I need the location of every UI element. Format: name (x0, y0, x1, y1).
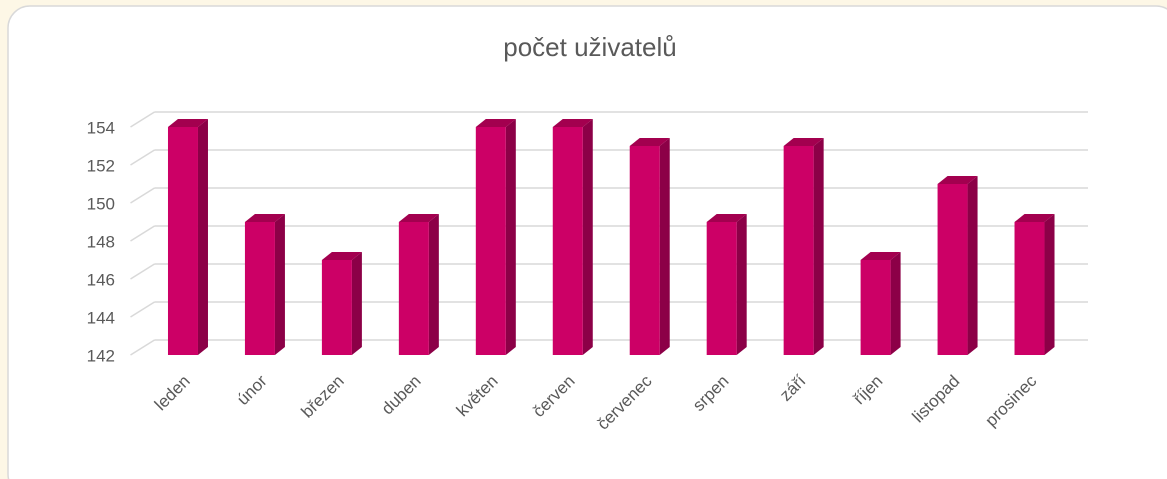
grid-line-depth (130, 339, 155, 356)
y-tick-label: 150 (87, 194, 115, 213)
bar (475, 119, 516, 355)
bar-top (398, 214, 439, 222)
bar-side (967, 176, 978, 355)
grid-line-depth (130, 149, 155, 166)
bar (629, 138, 670, 355)
bar-front (706, 222, 737, 355)
y-tick-label: 152 (87, 156, 115, 175)
bar-front (475, 127, 506, 355)
chart-title: počet uživatelů (503, 32, 676, 62)
y-tick-label: 144 (87, 308, 115, 327)
bar-side (736, 214, 747, 355)
bar-front (783, 146, 814, 355)
bar-top (552, 119, 593, 127)
bar-side (890, 252, 901, 355)
bar-top (783, 138, 824, 146)
bar-top (629, 138, 670, 146)
y-tick-label: 154 (87, 118, 115, 137)
y-tick-label: 146 (87, 270, 115, 289)
bar-side (428, 214, 439, 355)
bar-top (860, 252, 901, 260)
y-tick-label: 148 (87, 232, 115, 251)
bar (783, 138, 824, 355)
grid-line-depth (130, 225, 155, 242)
bar-top (167, 119, 208, 127)
bar-front (552, 127, 583, 355)
bar-side (582, 119, 593, 355)
grid-line-depth (130, 263, 155, 280)
bar (937, 176, 978, 355)
bar-top (937, 176, 978, 184)
bar-side (659, 138, 670, 355)
bar-front (1014, 222, 1045, 355)
bar-front (244, 222, 275, 355)
bar-side (351, 252, 362, 355)
bar (552, 119, 593, 355)
grid-line-depth (130, 187, 155, 204)
bar (860, 252, 901, 355)
bar-side (197, 119, 208, 355)
bar-top (706, 214, 747, 222)
bar-top (244, 214, 285, 222)
y-tick-label: 142 (87, 346, 115, 365)
bar-front (398, 222, 429, 355)
bar (244, 214, 285, 355)
bar (706, 214, 747, 355)
bar-side (505, 119, 516, 355)
bar-side (274, 214, 285, 355)
bar-front (629, 146, 660, 355)
bar-front (860, 260, 891, 355)
bar-front (167, 127, 198, 355)
bar-side (1044, 214, 1055, 355)
bar (167, 119, 208, 355)
grid-line-depth (130, 301, 155, 318)
bar-side (813, 138, 824, 355)
bar (321, 252, 362, 355)
grid-line-depth (130, 111, 155, 128)
bar (398, 214, 439, 355)
bar-top (321, 252, 362, 260)
bar-front (321, 260, 352, 355)
bar-front (937, 184, 968, 355)
bar-top (475, 119, 516, 127)
bar (1014, 214, 1055, 355)
bar-top (1014, 214, 1055, 222)
